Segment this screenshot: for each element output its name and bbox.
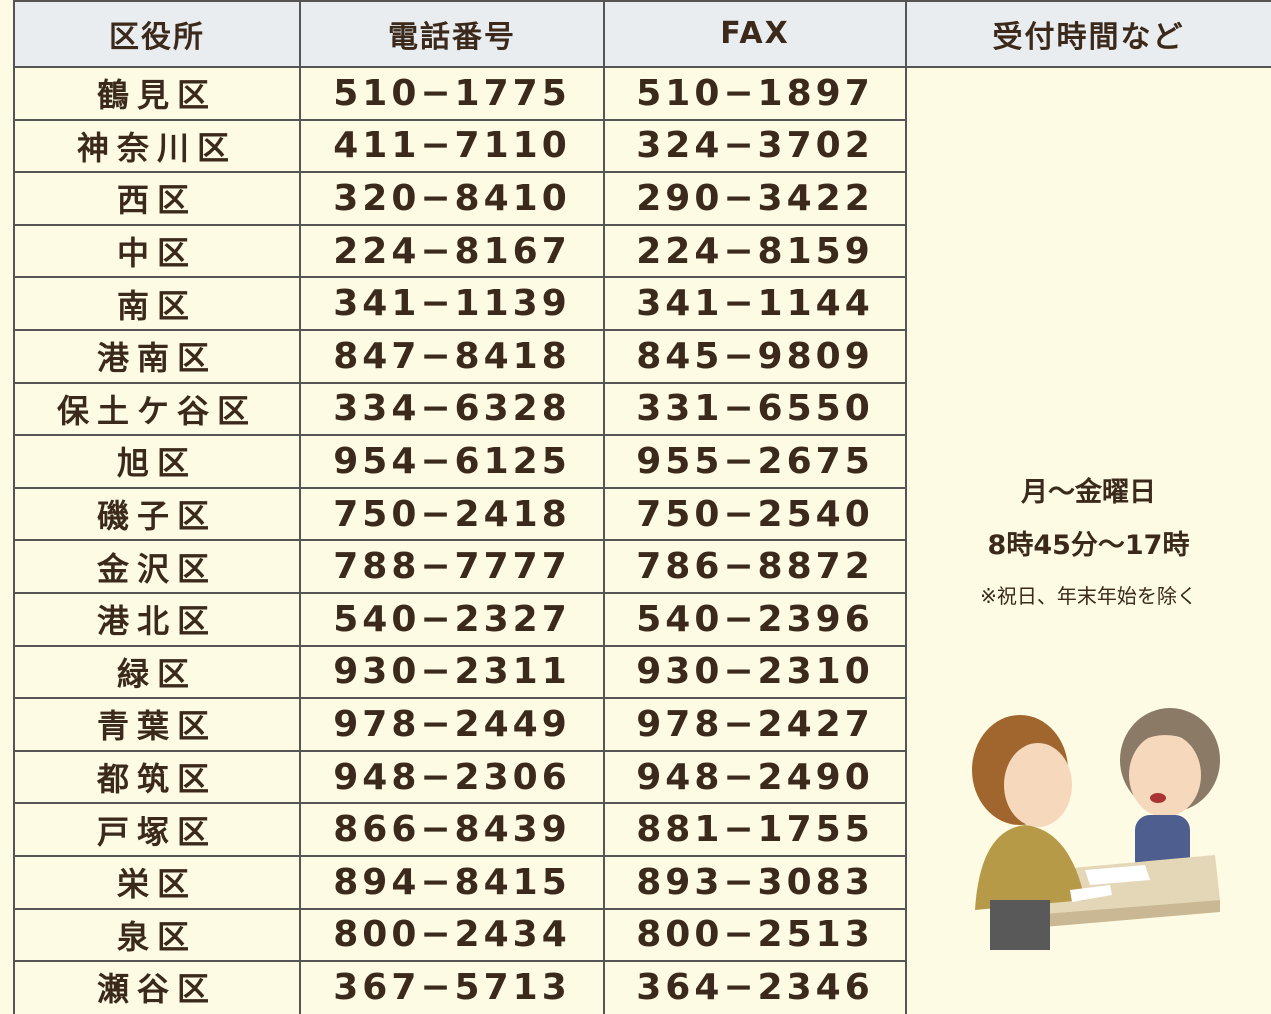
col-border xyxy=(603,0,605,1014)
phone: 894−8415 xyxy=(333,861,571,903)
phone: 367−5713 xyxy=(333,966,571,1008)
fax: 540−2396 xyxy=(636,598,874,640)
ward-name: 金沢区 xyxy=(96,549,217,588)
ward-name: 栄区 xyxy=(116,865,197,904)
fax: 364−2346 xyxy=(636,966,874,1008)
phone: 788−7777 xyxy=(333,546,571,588)
row-border xyxy=(14,907,906,910)
ward-name: 南区 xyxy=(116,286,197,325)
fax: 290−3422 xyxy=(636,177,874,219)
ward-name: 都筑区 xyxy=(96,760,217,799)
fax: 978−2427 xyxy=(636,703,874,745)
phone: 948−2306 xyxy=(333,756,571,798)
row-border xyxy=(14,592,906,594)
ward-name: 泉区 xyxy=(116,917,197,956)
phone: 341−1139 xyxy=(333,283,571,325)
ward-name: 緑区 xyxy=(116,654,197,693)
row-border xyxy=(14,539,906,542)
fax: 786−8872 xyxy=(636,546,874,588)
phone: 750−2418 xyxy=(333,493,571,535)
row-border xyxy=(14,486,906,489)
row-border xyxy=(14,644,906,647)
phone: 978−2449 xyxy=(333,703,571,745)
row-border xyxy=(14,960,906,963)
row-border xyxy=(14,434,906,437)
row-border xyxy=(14,329,906,331)
row-border xyxy=(14,381,906,384)
fax: 331−6550 xyxy=(636,388,874,430)
top-border xyxy=(14,0,1271,2)
fax: 750−2540 xyxy=(636,493,874,535)
phone: 866−8439 xyxy=(333,809,571,851)
phone: 224−8167 xyxy=(333,230,571,272)
phone: 930−2311 xyxy=(333,651,571,693)
header-cell: 電話番号 xyxy=(300,0,604,67)
phone: 334−6328 xyxy=(333,388,571,430)
phone: 847−8418 xyxy=(333,335,571,377)
row-border xyxy=(14,697,906,700)
col-border xyxy=(13,0,15,1014)
ward-name: 瀬谷区 xyxy=(96,970,217,1009)
header-cell: FAX xyxy=(604,0,906,67)
ward-name: 磯子区 xyxy=(96,497,217,536)
col-border xyxy=(905,0,907,1014)
ward-name: 中区 xyxy=(116,234,197,273)
fax: 845−9809 xyxy=(636,335,874,377)
ward-name: 鶴見区 xyxy=(96,76,217,115)
header-cell: 受付時間など xyxy=(906,0,1271,67)
ward-name: 神奈川区 xyxy=(76,128,237,167)
phone: 540−2327 xyxy=(333,598,571,640)
row-border xyxy=(14,66,1271,68)
fax: 341−1144 xyxy=(636,283,874,325)
row-border xyxy=(14,749,906,752)
ward-name: 港北区 xyxy=(96,602,217,641)
fax: 324−3702 xyxy=(636,125,874,167)
header-cell: 区役所 xyxy=(14,0,300,67)
ward-name: 港南区 xyxy=(96,339,217,378)
row-border xyxy=(14,223,906,226)
phone: 320−8410 xyxy=(333,177,571,219)
illustration xyxy=(972,708,1220,950)
ward-name: 戸塚区 xyxy=(96,812,217,851)
row-border xyxy=(14,855,906,857)
fax: 224−8159 xyxy=(636,230,874,272)
row-border xyxy=(14,802,906,805)
fax: 510−1897 xyxy=(636,72,874,114)
row-border xyxy=(14,276,906,279)
hours-time: 8時45分〜17時 xyxy=(987,530,1190,561)
ward-name: 旭区 xyxy=(116,444,197,483)
hours-note: ※祝日、年末年始を除く xyxy=(980,584,1197,608)
hours-days: 月〜金曜日 xyxy=(1021,477,1156,508)
fax: 881−1755 xyxy=(636,809,874,851)
fax: 955−2675 xyxy=(636,440,874,482)
phone: 411−7110 xyxy=(333,125,571,167)
fax: 800−2513 xyxy=(636,914,874,956)
fax: 893−3083 xyxy=(636,861,874,903)
col-border xyxy=(299,0,301,1014)
phone: 954−6125 xyxy=(333,440,571,482)
ward-name: 青葉区 xyxy=(96,707,217,746)
fax: 930−2310 xyxy=(636,651,874,693)
row-border xyxy=(14,118,906,121)
fax: 948−2490 xyxy=(636,756,874,798)
phone: 800−2434 xyxy=(333,914,571,956)
phone: 510−1775 xyxy=(333,72,571,114)
row-border xyxy=(14,171,906,174)
ward-name: 西区 xyxy=(116,181,197,220)
ward-name: 保土ケ谷区 xyxy=(56,391,257,430)
